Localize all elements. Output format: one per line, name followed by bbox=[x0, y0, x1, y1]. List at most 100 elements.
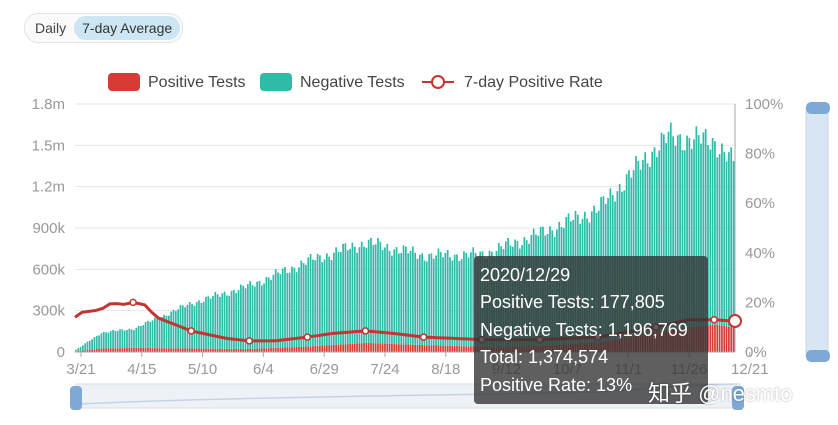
bar-negative bbox=[358, 247, 361, 344]
bar-negative bbox=[653, 147, 656, 332]
bar-negative bbox=[272, 274, 275, 348]
bar-positive bbox=[233, 348, 235, 352]
bar-positive bbox=[291, 347, 293, 352]
view-toggle[interactable]: Daily 7-day Average bbox=[24, 13, 184, 43]
x-tick-label: 6/29 bbox=[310, 361, 339, 378]
bar-positive bbox=[365, 342, 368, 352]
bar-positive bbox=[463, 346, 465, 352]
bar-positive bbox=[174, 348, 177, 352]
bar-positive bbox=[367, 342, 370, 352]
bar-negative bbox=[79, 346, 82, 351]
bar-negative bbox=[353, 246, 356, 344]
bar-negative bbox=[300, 260, 303, 347]
bar-negative bbox=[463, 251, 465, 347]
bar-positive bbox=[126, 348, 128, 352]
bar-negative bbox=[288, 272, 291, 348]
bar-positive bbox=[177, 348, 179, 352]
bar-negative bbox=[451, 260, 454, 346]
bar-negative bbox=[428, 254, 430, 346]
bar-positive bbox=[114, 348, 117, 352]
bar-negative bbox=[453, 254, 456, 346]
bar-positive bbox=[216, 348, 219, 352]
toggle-daily[interactable]: Daily bbox=[35, 20, 67, 36]
toggle-7day-average[interactable]: 7-day Average bbox=[74, 16, 181, 40]
bar-positive bbox=[253, 348, 256, 352]
bar-negative bbox=[188, 301, 191, 349]
y-right-tick-label: 20% bbox=[745, 294, 775, 311]
bar-negative bbox=[325, 253, 328, 346]
bar-negative bbox=[270, 280, 272, 349]
y-right-tick-label: 100% bbox=[745, 96, 783, 113]
bar-negative bbox=[267, 277, 270, 349]
bar-positive bbox=[337, 344, 340, 352]
bar-positive bbox=[423, 345, 426, 352]
bar-negative bbox=[226, 295, 228, 349]
tooltip-date: 2020/12/29 bbox=[480, 265, 571, 285]
bar-positive bbox=[398, 344, 400, 352]
bar-negative bbox=[449, 257, 451, 346]
bar-negative bbox=[214, 291, 217, 349]
bar-negative bbox=[660, 132, 663, 331]
rate-point bbox=[303, 333, 312, 341]
bar-negative bbox=[356, 252, 358, 344]
bar-negative bbox=[442, 257, 444, 346]
bar-positive bbox=[730, 327, 733, 352]
bar-positive bbox=[226, 348, 228, 352]
bar-positive bbox=[195, 348, 198, 352]
bar-positive bbox=[274, 347, 277, 352]
bar-negative bbox=[284, 267, 286, 348]
bar-positive bbox=[158, 348, 161, 352]
bar-positive bbox=[270, 348, 272, 352]
bar-negative bbox=[77, 348, 80, 352]
bar-positive bbox=[184, 348, 186, 352]
bar-positive bbox=[328, 345, 331, 352]
bar-negative bbox=[732, 161, 735, 328]
bar-positive bbox=[284, 347, 286, 352]
bar-negative bbox=[718, 154, 721, 326]
bar-negative bbox=[398, 253, 400, 345]
y-right-tick-label: 60% bbox=[745, 195, 775, 212]
bar-positive bbox=[425, 345, 428, 352]
tooltip-negative: Negative Tests: 1,196,769 bbox=[480, 319, 688, 340]
bar-negative bbox=[465, 252, 468, 347]
x-tick-label: 5/10 bbox=[188, 361, 217, 378]
rate-point bbox=[187, 327, 195, 335]
bar-negative bbox=[639, 169, 642, 335]
bar-negative bbox=[244, 288, 247, 349]
bar-negative bbox=[251, 285, 254, 349]
bar-negative bbox=[93, 337, 96, 350]
bar-negative bbox=[669, 122, 672, 330]
bar-positive bbox=[372, 343, 375, 352]
bar-negative bbox=[351, 242, 354, 344]
bar-negative bbox=[295, 272, 298, 347]
bar-negative bbox=[193, 305, 196, 349]
bar-negative bbox=[637, 160, 640, 335]
bar-positive bbox=[221, 348, 224, 352]
bar-negative bbox=[628, 170, 630, 337]
bar-negative bbox=[470, 252, 472, 347]
bar-negative bbox=[274, 269, 277, 348]
bar-negative bbox=[305, 264, 307, 347]
bar-negative bbox=[418, 254, 421, 345]
bar-negative bbox=[88, 340, 91, 350]
bar-positive bbox=[711, 324, 714, 352]
legend-label: Negative Tests bbox=[300, 74, 405, 91]
bar-positive bbox=[344, 344, 347, 352]
bar-negative bbox=[460, 258, 463, 347]
bar-positive bbox=[732, 327, 735, 352]
bar-negative bbox=[642, 159, 644, 334]
bar-positive bbox=[165, 348, 168, 352]
bar-positive bbox=[432, 345, 435, 352]
bar-positive bbox=[467, 346, 470, 352]
bar-positive bbox=[237, 348, 240, 352]
bar-negative bbox=[635, 156, 637, 336]
bar-positive bbox=[147, 348, 149, 352]
bar-positive bbox=[714, 324, 716, 352]
bar-positive bbox=[137, 347, 140, 352]
x-tick-label: 3/21 bbox=[66, 361, 95, 378]
bar-negative bbox=[316, 253, 319, 346]
bar-positive bbox=[351, 343, 354, 352]
bar-negative bbox=[219, 296, 221, 349]
tooltip: 2020/12/29 Positive Tests: 177,805 Negat… bbox=[474, 256, 708, 404]
bar-negative bbox=[679, 134, 681, 329]
